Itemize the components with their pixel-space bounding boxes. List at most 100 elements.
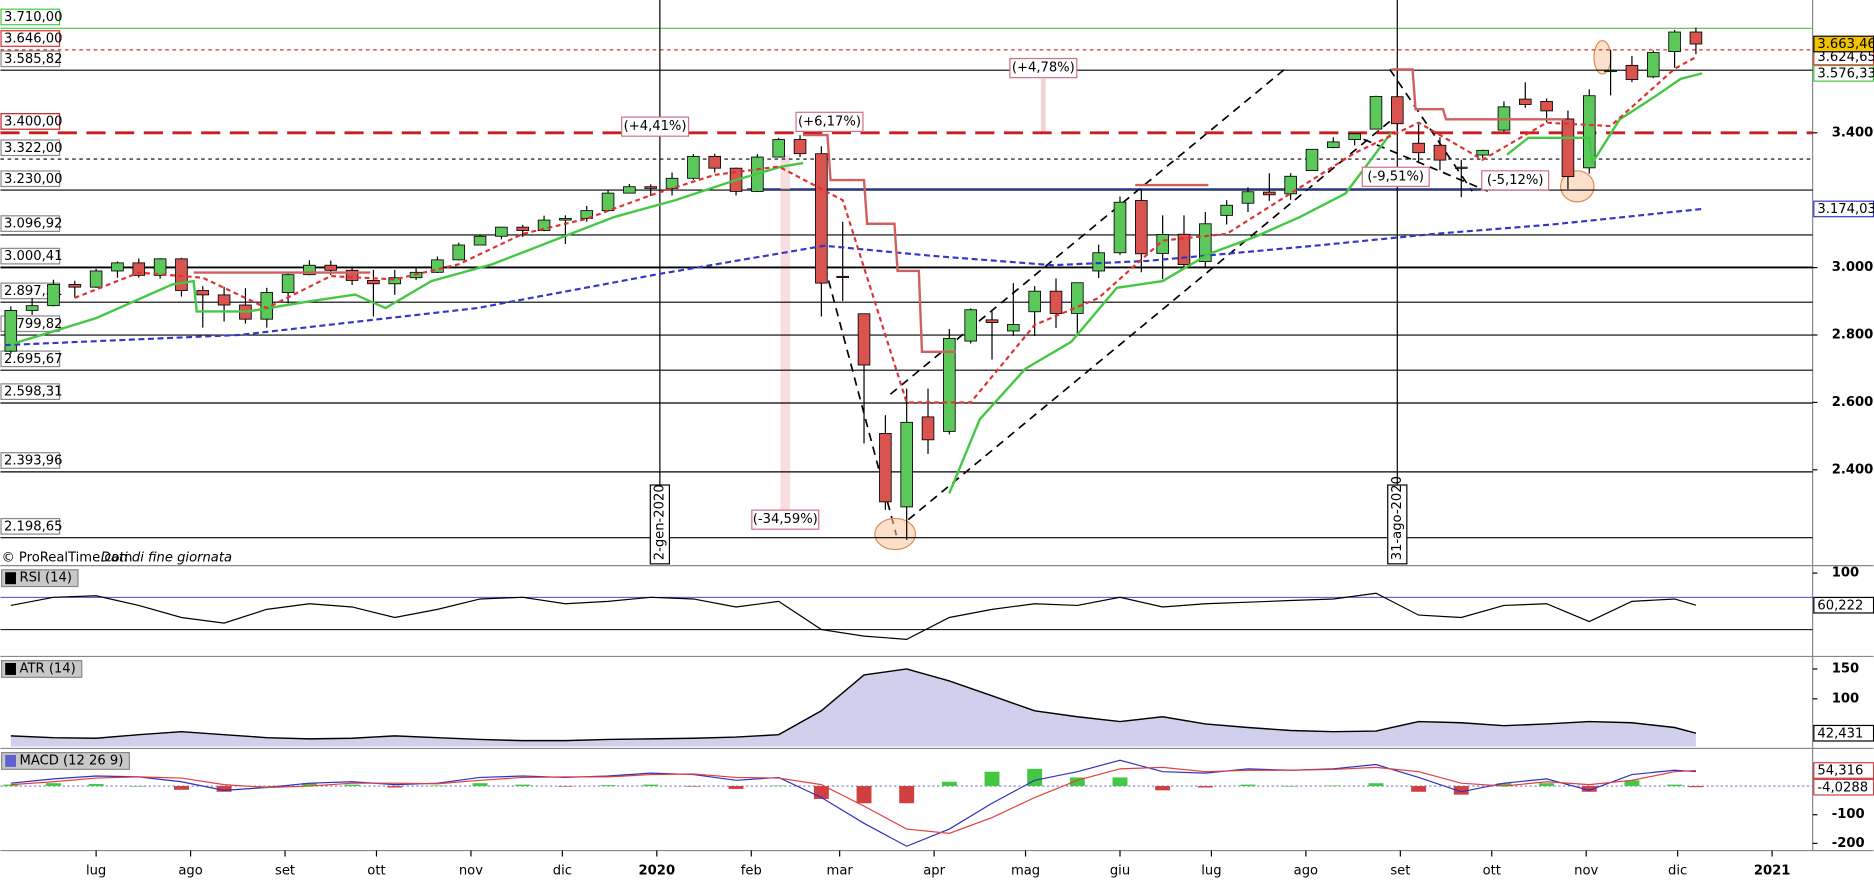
level-label-box — [0, 50, 61, 68]
source: © ProRealTime.com — [2, 550, 133, 565]
candle-body — [623, 186, 636, 194]
level-label-box — [0, 113, 61, 130]
y-tick-label: 100 — [1832, 566, 1859, 581]
atr-line — [10, 668, 1697, 742]
x-tick-label: nov — [459, 863, 483, 878]
y-tick-label: 100 — [1832, 691, 1859, 706]
candle-body — [964, 309, 977, 342]
annotation: (+6,17%) — [798, 114, 861, 129]
y-tick-label: 2.400 — [1832, 462, 1874, 477]
candle-body — [260, 292, 274, 320]
level-label-box — [0, 170, 61, 188]
annotation-box — [1481, 170, 1550, 191]
x-tick-label: ago — [178, 863, 202, 878]
candle-body — [1028, 290, 1041, 313]
histogram-bar — [131, 786, 147, 787]
histogram-bar — [1069, 777, 1085, 787]
candle-body — [1135, 200, 1148, 255]
level-label: 3.230,00 — [4, 172, 62, 187]
y-tick-label: 3.400 — [1832, 125, 1874, 140]
range-bar — [1040, 78, 1046, 134]
level-label: 3.322,00 — [4, 141, 62, 156]
candle-body — [1263, 191, 1276, 196]
x-tick-label: giu — [1110, 863, 1130, 878]
candle-body — [1476, 149, 1489, 156]
histogram-bar — [387, 786, 403, 788]
histogram-bar — [941, 781, 957, 787]
histogram-bar — [344, 784, 360, 787]
candle-body — [1433, 144, 1447, 161]
highlights — [874, 40, 1612, 551]
x-tick-label: ago — [1294, 863, 1318, 878]
candle-body — [495, 226, 508, 237]
candle-body — [580, 210, 594, 219]
annotation-box — [1361, 166, 1430, 187]
candle-body — [431, 259, 444, 273]
candle-body — [4, 309, 18, 352]
level-label: 3.646,00 — [4, 32, 62, 47]
highlight-circle — [1559, 170, 1595, 203]
candle-body — [452, 244, 466, 261]
candle-body — [1604, 70, 1617, 73]
panel-title-text: MACD (12 26 9) — [20, 753, 124, 768]
panel-title-box — [1, 569, 79, 588]
candle-body — [793, 139, 807, 155]
candle-body — [1455, 166, 1468, 169]
candle-body — [388, 277, 402, 285]
histogram-bar — [1240, 784, 1256, 787]
candle-body — [985, 319, 999, 323]
candle-body — [217, 294, 231, 306]
candle-body — [1646, 52, 1660, 78]
candle-body — [815, 153, 828, 284]
candle-body — [1625, 64, 1639, 80]
level-label: 2.799,82 — [4, 317, 62, 332]
candle-body — [1582, 95, 1596, 169]
level-label: 3.710,00 — [4, 10, 62, 25]
candle-body — [473, 235, 487, 246]
x-tick-label: 2020 — [639, 863, 676, 878]
source-note: Dati di fine giornata — [101, 550, 232, 565]
candle-body — [324, 264, 338, 271]
panel-title-icon — [5, 754, 16, 767]
candle-body — [687, 155, 700, 179]
annotation-box — [621, 116, 690, 137]
level-label-box — [0, 383, 61, 400]
candle-body — [1369, 95, 1383, 130]
histogram-bar — [728, 786, 744, 789]
histogram-bar — [1688, 786, 1704, 788]
candle-body — [47, 284, 60, 307]
candle-body — [303, 264, 316, 276]
candle-body — [1049, 290, 1063, 314]
histogram-bar — [472, 783, 488, 787]
histogram-bar — [1197, 786, 1213, 788]
panel-title: RSI (14) — [1, 569, 79, 588]
panel-title-box — [1, 660, 83, 678]
x-tick-label: ott — [367, 863, 385, 878]
y-tick-label: 150 — [1832, 661, 1859, 676]
annotation: (+4,78%) — [1012, 61, 1075, 76]
level-label: 2.393,96 — [4, 454, 62, 469]
candle-body — [879, 433, 892, 503]
x-tick-label: mar — [827, 863, 854, 878]
candle-body — [68, 284, 82, 288]
candle-body — [111, 262, 124, 272]
end-label: 42,431 — [1817, 726, 1863, 741]
candle-body — [943, 337, 956, 432]
histogram-bar — [1624, 780, 1640, 787]
histogram-bar — [429, 785, 445, 787]
histogram-bar — [1283, 786, 1299, 787]
histogram-bar — [1325, 785, 1341, 787]
level-label-box — [0, 517, 61, 535]
y-tick-label: -200 — [1832, 836, 1865, 851]
candle-body — [25, 305, 39, 311]
candle-body — [1327, 141, 1340, 149]
candle-body — [89, 270, 103, 288]
x-tick-label: feb — [741, 863, 762, 878]
x-tick-label: dic — [1668, 863, 1687, 878]
histogram-bar — [88, 784, 104, 787]
histogram-bar — [3, 784, 19, 787]
level-label: 3.400,00 — [4, 115, 62, 130]
candle-body — [921, 416, 935, 441]
